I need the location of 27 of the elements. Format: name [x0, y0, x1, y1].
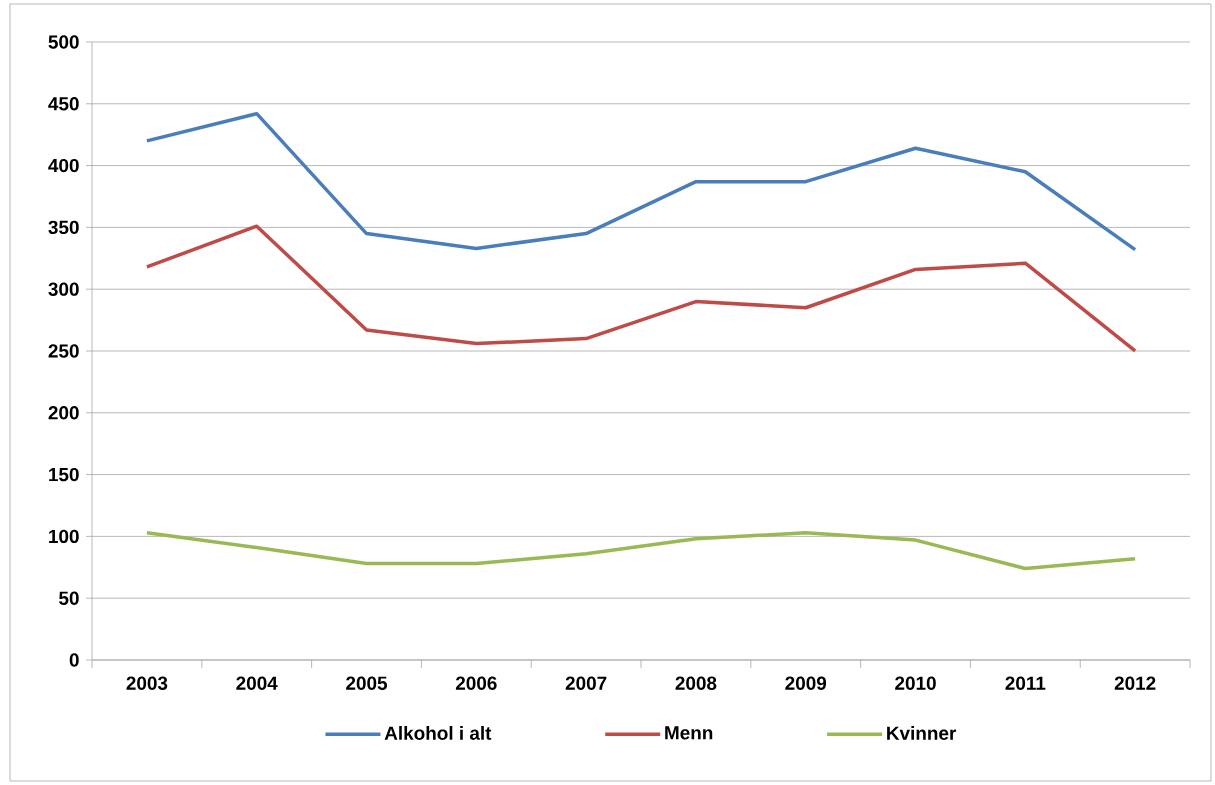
y-tick-label: 350 [48, 220, 79, 235]
legend-label: Alkohol i alt [384, 725, 492, 740]
line-series [145, 111, 1137, 252]
x-tick-label: 2003 [126, 676, 168, 690]
y-tick-label: 300 [48, 282, 79, 296]
y-tick-label: 250 [48, 344, 79, 358]
y-tick-label: 0 [69, 653, 79, 667]
y-tick-label: 50 [59, 591, 79, 605]
legend-label: Kvinner [887, 725, 957, 740]
x-tick-label: 2008 [675, 676, 717, 690]
x-tick-label: 2004 [236, 676, 278, 690]
x-tick-label: 2006 [455, 676, 497, 690]
y-tick-label: 200 [48, 406, 79, 420]
y-tick-label: 400 [48, 158, 79, 173]
y-tick-label: 150 [49, 467, 79, 482]
y-tick-label: 500 [48, 35, 79, 49]
x-tick-label: 2005 [346, 676, 388, 690]
y-tick-label: 100 [49, 529, 79, 544]
x-tick-label: 2009 [785, 676, 827, 690]
x-tick-label: 2012 [1114, 676, 1156, 690]
x-tick-label: 2010 [895, 676, 936, 690]
line-series [145, 530, 1137, 571]
x-tick-label: 2007 [565, 676, 607, 690]
x-tick-label: 2011 [1005, 676, 1046, 690]
line-series [145, 224, 1137, 353]
legend-label: Menn [665, 726, 713, 740]
y-tick-label: 450 [48, 97, 79, 111]
